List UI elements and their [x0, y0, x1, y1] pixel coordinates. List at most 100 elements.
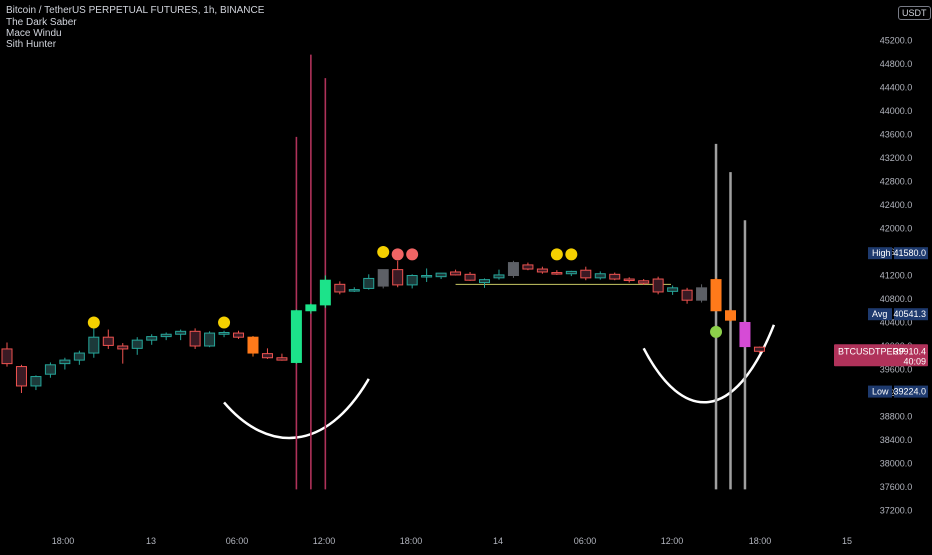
- price-axis-label: 42000.0: [880, 224, 913, 234]
- candle-body[interactable]: [261, 353, 273, 359]
- candle-body[interactable]: [725, 310, 736, 321]
- price-axis-label: 42400.0: [880, 200, 913, 210]
- candle-body[interactable]: [117, 345, 129, 350]
- candle-body[interactable]: [233, 332, 245, 338]
- candle-body[interactable]: [348, 289, 360, 292]
- candle-body[interactable]: [59, 359, 71, 365]
- candle-body[interactable]: [290, 310, 302, 363]
- candle-body[interactable]: [479, 279, 491, 284]
- candle-body[interactable]: [594, 273, 606, 279]
- price-axis-label: 37600.0: [880, 482, 913, 492]
- candle-body[interactable]: [565, 270, 577, 275]
- price-tag-value: 40541.3: [893, 309, 926, 319]
- indicator-label-mace-windu[interactable]: Mace Windu: [6, 28, 62, 39]
- pattern-arc: [642, 324, 776, 404]
- price-tag-label: Low: [872, 387, 889, 397]
- candle-body[interactable]: [218, 331, 230, 335]
- candle-body[interactable]: [623, 278, 635, 282]
- price-axis-label: 38800.0: [880, 412, 913, 422]
- candle-body[interactable]: [334, 283, 346, 293]
- candle-body[interactable]: [421, 275, 433, 278]
- candle-body[interactable]: [160, 333, 172, 338]
- price-axis: 37200.037600.038000.038400.038800.039200…: [880, 36, 913, 516]
- price-tag-value: 39910.4: [893, 346, 926, 356]
- time-axis-label: 06:00: [226, 536, 249, 546]
- candle-body[interactable]: [319, 279, 331, 306]
- candle-body[interactable]: [73, 352, 85, 361]
- candle-body[interactable]: [88, 336, 100, 354]
- candle-body[interactable]: [450, 271, 462, 276]
- candle-body[interactable]: [609, 273, 621, 280]
- signal-dot: [710, 325, 723, 338]
- price-tag-bg: [834, 344, 928, 367]
- price-axis-label: 39600.0: [880, 365, 913, 375]
- candle-body[interactable]: [204, 332, 216, 347]
- candle-body[interactable]: [247, 336, 259, 354]
- candle-body[interactable]: [102, 336, 114, 346]
- price-axis-label: 45200.0: [880, 36, 913, 46]
- price-axis-label: 37200.0: [880, 506, 913, 516]
- signal-dots: [87, 246, 723, 338]
- time-axis-label: 18:00: [52, 536, 75, 546]
- price-axis-label: 41200.0: [880, 271, 913, 281]
- price-tag-label-bg: [868, 247, 892, 260]
- candle-body[interactable]: [551, 272, 563, 275]
- price-tag-label-bg: [868, 308, 892, 321]
- signal-dot: [565, 248, 578, 261]
- candle-body[interactable]: [435, 272, 447, 278]
- time-axis-label: 12:00: [313, 536, 336, 546]
- pattern-arcs: [223, 324, 776, 440]
- candle-body[interactable]: [710, 279, 722, 312]
- candle-body[interactable]: [189, 330, 201, 347]
- candle-body[interactable]: [146, 336, 158, 341]
- candle-body[interactable]: [522, 264, 534, 270]
- candle-body[interactable]: [1, 348, 13, 365]
- price-axis-label: 42800.0: [880, 177, 913, 187]
- candle-body[interactable]: [15, 366, 27, 387]
- candle-body[interactable]: [536, 268, 548, 273]
- candle-body[interactable]: [175, 330, 187, 335]
- candle-body[interactable]: [44, 364, 56, 375]
- candles: [1, 260, 765, 393]
- candle-body[interactable]: [507, 262, 519, 277]
- signal-dot: [218, 316, 231, 329]
- indicator-label-dark-saber[interactable]: The Dark Saber: [6, 17, 77, 28]
- time-axis-label: 13: [146, 536, 156, 546]
- time-axis-label: 18:00: [400, 536, 423, 546]
- currency-button[interactable]: USDT: [898, 6, 931, 20]
- candle-body[interactable]: [377, 269, 389, 287]
- price-axis-label: 40400.0: [880, 318, 913, 328]
- candle-body[interactable]: [638, 280, 650, 284]
- price-tag-label: Avg: [872, 309, 887, 319]
- candle-body[interactable]: [493, 274, 505, 279]
- price-tag-value-bg: [894, 308, 928, 321]
- price-axis-label: 44000.0: [880, 106, 913, 116]
- candle-body[interactable]: [131, 339, 143, 349]
- candle-body[interactable]: [305, 304, 317, 312]
- signal-dot: [406, 248, 419, 261]
- price-tag-label: BTCUSDTPERP: [838, 346, 905, 356]
- candle-body[interactable]: [652, 278, 664, 293]
- price-tag-value-bg: [894, 247, 928, 260]
- candle-body[interactable]: [681, 289, 693, 301]
- price-axis-label: 44800.0: [880, 59, 913, 69]
- candle-body[interactable]: [580, 269, 592, 279]
- chart-title: Bitcoin / TetherUS PERPETUAL FUTURES, 1h…: [6, 5, 265, 16]
- candle-body[interactable]: [406, 275, 418, 286]
- candle-body[interactable]: [392, 269, 404, 286]
- indicator-label-sith-hunter[interactable]: Sith Hunter: [6, 39, 57, 50]
- candle-body[interactable]: [30, 376, 42, 387]
- candle-body[interactable]: [739, 322, 751, 348]
- candle-body[interactable]: [276, 357, 288, 361]
- time-axis-label: 06:00: [574, 536, 597, 546]
- signal-dot: [391, 248, 404, 261]
- candle-body[interactable]: [464, 273, 476, 281]
- price-axis-label: 43600.0: [880, 130, 913, 140]
- candle-body[interactable]: [363, 277, 375, 289]
- candle-body[interactable]: [667, 287, 679, 292]
- candle-body[interactable]: [753, 346, 765, 352]
- candle-body[interactable]: [696, 287, 708, 301]
- price-tag-value-bg: [894, 385, 928, 398]
